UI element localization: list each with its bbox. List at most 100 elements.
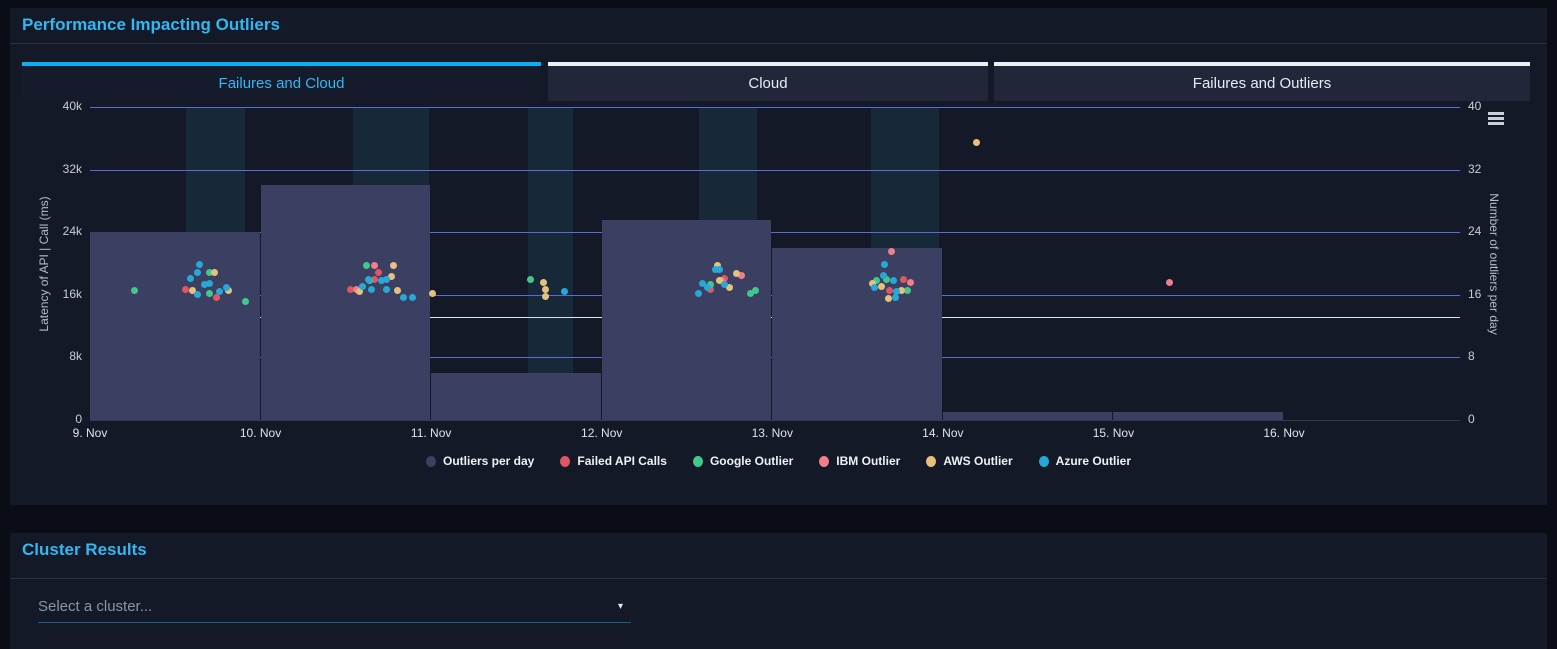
aws-outlier-point[interactable] [877, 283, 885, 291]
chart-context-menu-icon[interactable] [1488, 112, 1504, 127]
aws-outlier-point[interactable] [211, 269, 219, 277]
legend-item[interactable]: Failed API Calls [560, 454, 667, 468]
failed-api-call-point[interactable] [182, 285, 190, 293]
ibm-outlier-point[interactable] [371, 262, 379, 270]
aws-outlier-point[interactable] [715, 277, 723, 285]
azure-outlier-point[interactable] [560, 288, 568, 296]
failed-api-call-point[interactable] [707, 285, 715, 293]
google-outlier-point[interactable] [362, 261, 370, 269]
tab-failures-and-outliers[interactable]: Failures and Outliers [994, 62, 1530, 101]
azure-outlier-point[interactable] [383, 275, 391, 283]
google-outlier-point[interactable] [526, 276, 534, 284]
azure-outlier-point[interactable] [871, 284, 879, 292]
azure-outlier-point[interactable] [359, 283, 367, 291]
azure-outlier-point[interactable] [715, 266, 723, 274]
ibm-outlier-point[interactable] [738, 271, 746, 279]
y-left-tick-label: 24k [62, 224, 82, 239]
performance-outliers-panel: Performance Impacting Outliers Failures … [10, 8, 1547, 505]
azure-outlier-point[interactable] [893, 288, 901, 296]
aws-outlier-point[interactable] [732, 270, 740, 278]
tab-label: Cloud [748, 75, 788, 92]
outliers-per-day-bar[interactable] [431, 373, 601, 420]
aws-outlier-point[interactable] [390, 261, 398, 269]
cluster-select-dropdown[interactable]: Select a cluster... ▾ [38, 591, 631, 623]
google-outlier-point[interactable] [746, 289, 754, 297]
google-outlier-point[interactable] [241, 297, 249, 305]
failed-api-call-point[interactable] [371, 276, 379, 284]
azure-outlier-point[interactable] [200, 281, 208, 289]
google-outlier-point[interactable] [205, 289, 213, 297]
aws-outlier-point[interactable] [726, 284, 734, 292]
google-outlier-point[interactable] [130, 287, 138, 295]
outliers-per-day-bar[interactable] [601, 220, 772, 420]
google-outlier-point[interactable] [883, 275, 891, 283]
aws-outlier-point[interactable] [541, 292, 549, 300]
azure-outlier-point[interactable] [187, 274, 195, 282]
legend-item[interactable]: Google Outlier [692, 454, 793, 468]
failed-api-call-point[interactable] [347, 285, 355, 293]
ibm-outlier-point[interactable] [906, 278, 914, 286]
aws-outlier-point[interactable] [356, 288, 363, 296]
outliers-per-day-bar[interactable] [1113, 412, 1283, 420]
google-outlier-point[interactable] [903, 287, 911, 295]
tab-cloud[interactable]: Cloud [548, 62, 988, 101]
azure-outlier-point[interactable] [695, 289, 703, 297]
azure-outlier-point[interactable] [193, 268, 201, 276]
outliers-per-day-bar[interactable] [772, 247, 942, 420]
aws-outlier-point[interactable] [388, 272, 396, 280]
failed-api-call-point[interactable] [212, 294, 220, 302]
azure-outlier-point[interactable] [216, 288, 224, 296]
aws-outlier-point[interactable] [973, 139, 981, 147]
aws-outlier-point[interactable] [884, 295, 892, 303]
azure-outlier-point[interactable] [195, 260, 203, 268]
azure-outlier-point[interactable] [891, 293, 899, 301]
google-outlier-point[interactable] [707, 281, 715, 289]
aws-outlier-point[interactable] [714, 261, 722, 269]
chart-plot-area: 0 8k 16k 24k 32k 40k 0 8 16 24 32 40 9. Nov 10. Nov 11… [10, 8, 1547, 505]
y-right-tick-label: 0 [1468, 412, 1475, 426]
azure-outlier-point[interactable] [721, 281, 729, 289]
outliers-per-day-bar[interactable] [90, 232, 260, 420]
ibm-outlier-point[interactable] [888, 248, 896, 256]
aws-outlier-point[interactable] [540, 278, 548, 286]
azure-outlier-point[interactable] [703, 284, 711, 292]
cluster-select-placeholder: Select a cluster... [38, 598, 153, 615]
x-tick-label: 14. Nov [922, 426, 964, 440]
aws-outlier-point[interactable] [869, 279, 877, 287]
legend-item[interactable]: IBM Outlier [819, 454, 900, 468]
outliers-per-day-bar[interactable] [260, 185, 431, 420]
aws-outlier-point[interactable] [188, 287, 196, 295]
legend-item[interactable]: Azure Outlier [1038, 454, 1131, 468]
azure-outlier-point[interactable] [222, 284, 230, 292]
ibm-outlier-point[interactable] [1166, 278, 1174, 286]
azure-outlier-point[interactable] [881, 260, 889, 268]
failed-api-call-point[interactable] [900, 275, 908, 283]
aws-outlier-point[interactable] [393, 287, 401, 295]
outliers-per-day-bar[interactable] [942, 412, 1113, 420]
failed-api-call-point[interactable] [886, 286, 894, 294]
azure-outlier-point[interactable] [367, 285, 375, 293]
google-outlier-point[interactable] [872, 277, 880, 285]
aws-outlier-point[interactable] [898, 287, 906, 295]
azure-outlier-point[interactable] [378, 277, 386, 285]
azure-outlier-point[interactable] [400, 293, 408, 301]
tab-failures-and-cloud[interactable]: Failures and Cloud [22, 62, 541, 101]
azure-outlier-point[interactable] [879, 271, 887, 279]
legend-item[interactable]: AWS Outlier [926, 454, 1013, 468]
azure-outlier-point[interactable] [364, 276, 372, 284]
azure-outlier-point[interactable] [383, 285, 391, 293]
y-left-tick-label: 16k [62, 286, 82, 301]
legend-label: AWS Outlier [943, 454, 1013, 468]
azure-outlier-point[interactable] [889, 277, 897, 285]
azure-outlier-point[interactable] [408, 293, 416, 301]
azure-outlier-point[interactable] [193, 291, 201, 299]
aws-outlier-point[interactable] [429, 289, 437, 297]
azure-outlier-point[interactable] [698, 279, 706, 287]
azure-outlier-point[interactable] [205, 280, 213, 288]
aws-outlier-point[interactable] [541, 285, 549, 293]
failed-api-call-point[interactable] [374, 268, 382, 276]
legend-marker-icon [425, 455, 436, 467]
legend-item[interactable]: Outliers per day [425, 454, 534, 468]
google-outlier-point[interactable] [751, 287, 759, 295]
google-outlier-point[interactable] [205, 268, 213, 276]
